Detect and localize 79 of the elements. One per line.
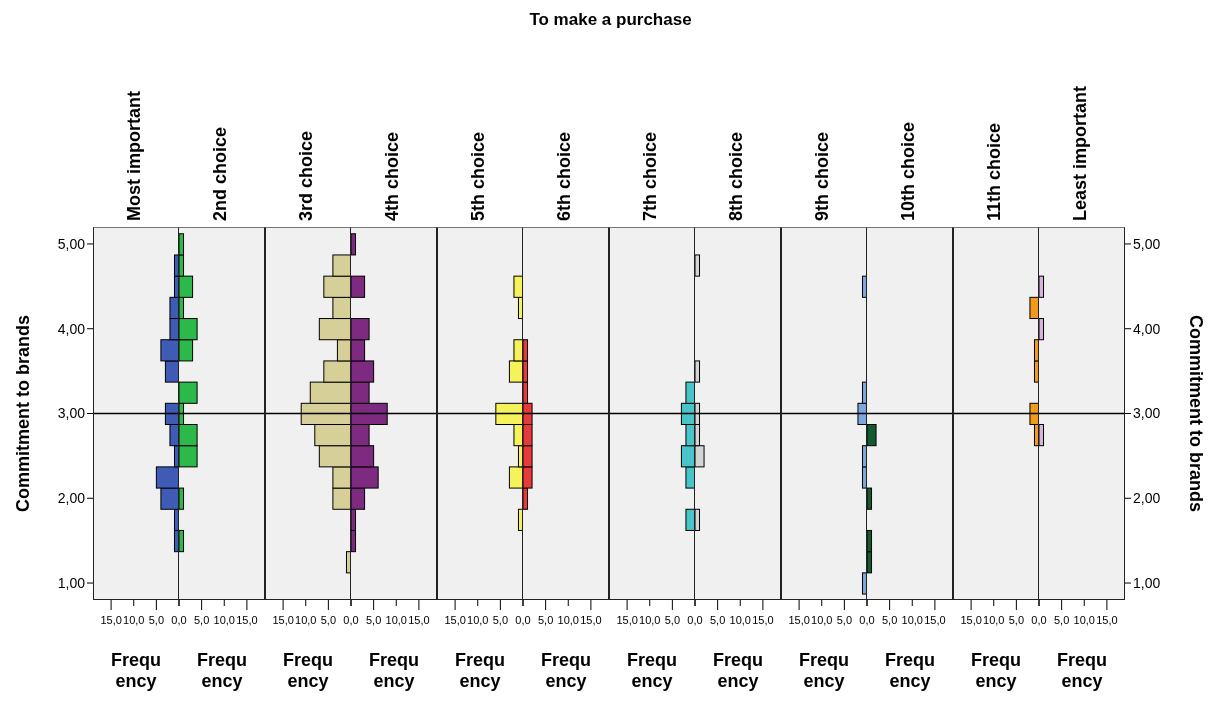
chart-title: 5th choice — [468, 131, 489, 221]
x-tick-label: 5,0 — [1053, 614, 1070, 626]
x-tick-label: 10,0 — [213, 614, 235, 626]
y-tick-label: 2,00 — [1133, 490, 1161, 507]
chart-title: 2nd choice — [210, 126, 231, 221]
x-tick-label: 15,0 — [1096, 614, 1118, 626]
x-tick-label: 10,0 — [639, 614, 661, 626]
text: To make a purchase — [529, 10, 692, 29]
x-tick-label: 15,0 — [616, 614, 638, 626]
chart-title: 7th choice — [640, 131, 661, 221]
x-tick-label: 5,0 — [365, 614, 382, 626]
x-tick-label: 0,0 — [171, 614, 187, 626]
x-tick-label: 5,0 — [881, 614, 898, 626]
y-tick-label: 4,00 — [57, 320, 86, 337]
x-axis-title: Frequency — [196, 650, 248, 692]
x-axis-title: Frequency — [884, 650, 936, 692]
x-axis-title: Frequency — [712, 650, 764, 692]
x-axis-title: Frequency — [110, 650, 162, 692]
chart-title: 9th choice — [812, 131, 833, 221]
x-tick-label: 5,0 — [320, 614, 337, 626]
x-tick-label: 15,0 — [272, 614, 294, 626]
y-tick-label: 3,00 — [57, 405, 86, 422]
x-tick-label: 5,0 — [148, 614, 165, 626]
x-axis-title: Frequency — [540, 650, 592, 692]
x-tick-label: 15,0 — [752, 614, 774, 626]
x-tick-label: 0,0 — [515, 614, 531, 626]
y-tick-label: 5,00 — [57, 235, 86, 252]
x-tick-label: 5,0 — [836, 614, 853, 626]
y-tick-label: 1,00 — [57, 575, 86, 592]
x-axis-title: Frequency — [970, 650, 1022, 692]
x-axis-title: Frequency — [1056, 650, 1108, 692]
chart-title: 8th choice — [726, 131, 747, 221]
x-tick-label: 10,0 — [467, 614, 489, 626]
x-tick-label: 15,0 — [100, 614, 122, 626]
chart-title: 4th choice — [382, 131, 403, 221]
x-tick-label: 5,0 — [709, 614, 726, 626]
x-tick-label: 0,0 — [859, 614, 875, 626]
y-axis-title: Commitment to brands — [12, 314, 34, 512]
chart-title: 3rd choice — [296, 130, 317, 221]
x-tick-label: 10,0 — [1073, 614, 1095, 626]
y-tick-label: 5,00 — [1133, 235, 1161, 252]
x-tick-label: 0,0 — [343, 614, 359, 626]
x-axis-title: Frequency — [798, 650, 850, 692]
x-tick-label: 15,0 — [236, 614, 258, 626]
x-tick-label: 15,0 — [408, 614, 430, 626]
y-tick-label: 2,00 — [57, 490, 86, 507]
y-tick-label: 3,00 — [1133, 405, 1161, 422]
x-tick-label: 10,0 — [983, 614, 1005, 626]
x-tick-label: 10,0 — [385, 614, 407, 626]
x-tick-label: 15,0 — [924, 614, 946, 626]
y-tick-label: 4,00 — [1133, 320, 1161, 337]
x-tick-label: 10,0 — [901, 614, 923, 626]
x-tick-label: 5,0 — [1008, 614, 1025, 626]
x-axis-title: Frequency — [368, 650, 420, 692]
x-tick-label: 10,0 — [295, 614, 317, 626]
x-tick-label: 15,0 — [788, 614, 810, 626]
x-tick-label: 15,0 — [960, 614, 982, 626]
x-tick-label: 10,0 — [811, 614, 833, 626]
x-axis-title: Frequency — [626, 650, 678, 692]
x-tick-label: 5,0 — [537, 614, 554, 626]
x-tick-label: 15,0 — [444, 614, 466, 626]
x-axis-title: Frequency — [454, 650, 506, 692]
x-tick-label: 10,0 — [729, 614, 751, 626]
y-tick-label: 1,00 — [1133, 575, 1161, 592]
x-tick-label: 5,0 — [492, 614, 509, 626]
x-tick-label: 10,0 — [123, 614, 145, 626]
x-tick-label: 15,0 — [580, 614, 602, 626]
x-axis-title: Frequency — [282, 650, 334, 692]
x-tick-label: 5,0 — [664, 614, 681, 626]
chart-title: 11th choice — [984, 122, 1005, 221]
chart-title: 10th choice — [898, 121, 919, 221]
x-tick-label: 10,0 — [557, 614, 579, 626]
x-tick-label: 0,0 — [1031, 614, 1047, 626]
x-tick-label: 0,0 — [687, 614, 703, 626]
chart-title: 6th choice — [554, 131, 575, 221]
y-axis-title: Commitment to brands — [1184, 314, 1206, 512]
chart-title: Most important — [124, 91, 145, 221]
chart-title: Least important — [1070, 85, 1091, 221]
x-tick-label: 5,0 — [193, 614, 210, 626]
